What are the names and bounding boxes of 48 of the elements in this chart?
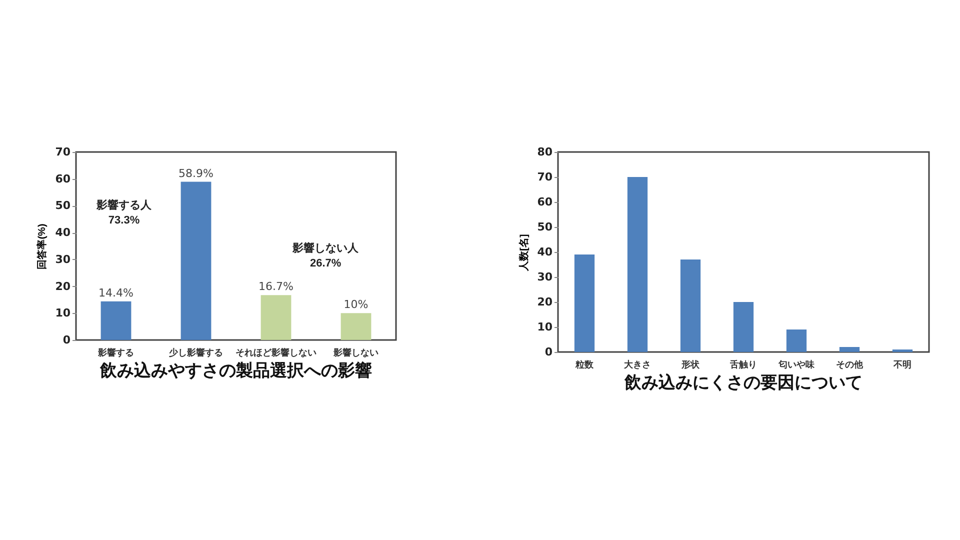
bar	[733, 302, 754, 352]
annotation: 影響する人 73.3%	[96, 198, 152, 227]
x-tick-label: その他	[836, 360, 864, 370]
data-label: 14.4%	[98, 286, 134, 300]
bar	[260, 295, 292, 340]
y-tick-label: 70	[55, 146, 71, 158]
bar	[627, 177, 648, 352]
bar	[180, 182, 212, 340]
y-tick-label: 80	[537, 146, 553, 158]
text: 飲み込みやすさの製品選択への影響	[99, 361, 372, 380]
y-tick-label: 40	[537, 246, 553, 258]
x-tick-label: 影響しない	[332, 348, 378, 358]
x-tick-label: 粒数	[574, 360, 594, 370]
y-tick-label: 60	[55, 172, 71, 186]
y-tick-label: 30	[537, 270, 553, 284]
bar	[100, 301, 132, 340]
bar	[340, 313, 372, 340]
y-axis-title: 回答率(%)	[36, 224, 48, 270]
y-tick-label: 50	[55, 199, 71, 212]
y-tick-label: 20	[537, 296, 553, 308]
bar	[786, 330, 807, 352]
y-tick-label: 20	[55, 280, 71, 293]
y-axis-title: 人数[名]	[518, 234, 530, 272]
x-tick-label: 匂いや味	[778, 360, 816, 370]
x-tick-label: 大きさ	[624, 360, 651, 370]
data-label: 10%	[344, 298, 368, 312]
y-tick-label: 60	[537, 196, 553, 208]
y-tick-label: 10	[55, 306, 71, 320]
x-tick-label: 影響する	[97, 348, 134, 358]
x-tick-label: それほど影響しない	[236, 348, 316, 358]
annotation: 影響しない人 26.7%	[292, 242, 360, 270]
text: 飲み込みにくさの要因について	[624, 373, 862, 392]
data-label: 16.7%	[258, 280, 294, 294]
y-tick-label: 0	[62, 334, 71, 346]
data-label: 58.9%	[178, 166, 214, 180]
bar	[574, 254, 595, 352]
y-tick-label: 70	[537, 170, 553, 184]
x-tick-label: 少し影響する	[168, 348, 223, 358]
bar	[680, 260, 701, 352]
y-tick-label: 10	[537, 320, 553, 334]
y-tick-label: 0	[544, 346, 553, 358]
x-tick-label: 不明	[892, 360, 912, 370]
x-tick-label: 舌触り	[729, 360, 757, 370]
y-tick-label: 40	[55, 226, 71, 240]
x-tick-label: 形状	[680, 360, 700, 370]
bar	[839, 347, 860, 352]
y-tick-label: 30	[55, 252, 71, 266]
y-tick-label: 50	[537, 220, 553, 234]
